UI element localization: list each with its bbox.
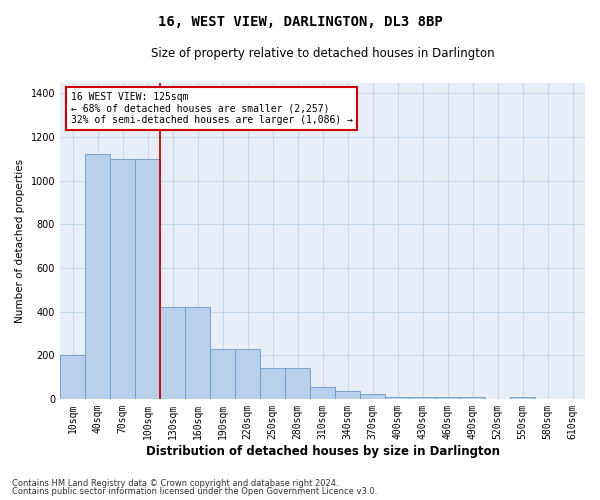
Bar — [385, 396, 410, 399]
Bar — [135, 159, 160, 399]
Bar — [85, 154, 110, 399]
Bar — [510, 396, 535, 399]
Bar — [60, 355, 85, 399]
Title: Size of property relative to detached houses in Darlington: Size of property relative to detached ho… — [151, 48, 494, 60]
Text: 16 WEST VIEW: 125sqm
← 68% of detached houses are smaller (2,257)
32% of semi-de: 16 WEST VIEW: 125sqm ← 68% of detached h… — [71, 92, 353, 125]
Bar — [285, 368, 310, 399]
Bar — [235, 348, 260, 399]
Bar — [310, 387, 335, 399]
Bar — [185, 307, 210, 399]
Bar — [210, 348, 235, 399]
Bar — [360, 394, 385, 399]
Bar — [435, 396, 460, 399]
Bar — [160, 307, 185, 399]
Text: Contains public sector information licensed under the Open Government Licence v3: Contains public sector information licen… — [12, 487, 377, 496]
Bar — [335, 391, 360, 399]
Text: 16, WEST VIEW, DARLINGTON, DL3 8BP: 16, WEST VIEW, DARLINGTON, DL3 8BP — [158, 15, 442, 29]
Bar — [260, 368, 285, 399]
Bar — [460, 396, 485, 399]
Text: Contains HM Land Registry data © Crown copyright and database right 2024.: Contains HM Land Registry data © Crown c… — [12, 478, 338, 488]
X-axis label: Distribution of detached houses by size in Darlington: Distribution of detached houses by size … — [146, 444, 500, 458]
Bar — [110, 159, 135, 399]
Bar — [410, 396, 435, 399]
Y-axis label: Number of detached properties: Number of detached properties — [15, 158, 25, 322]
